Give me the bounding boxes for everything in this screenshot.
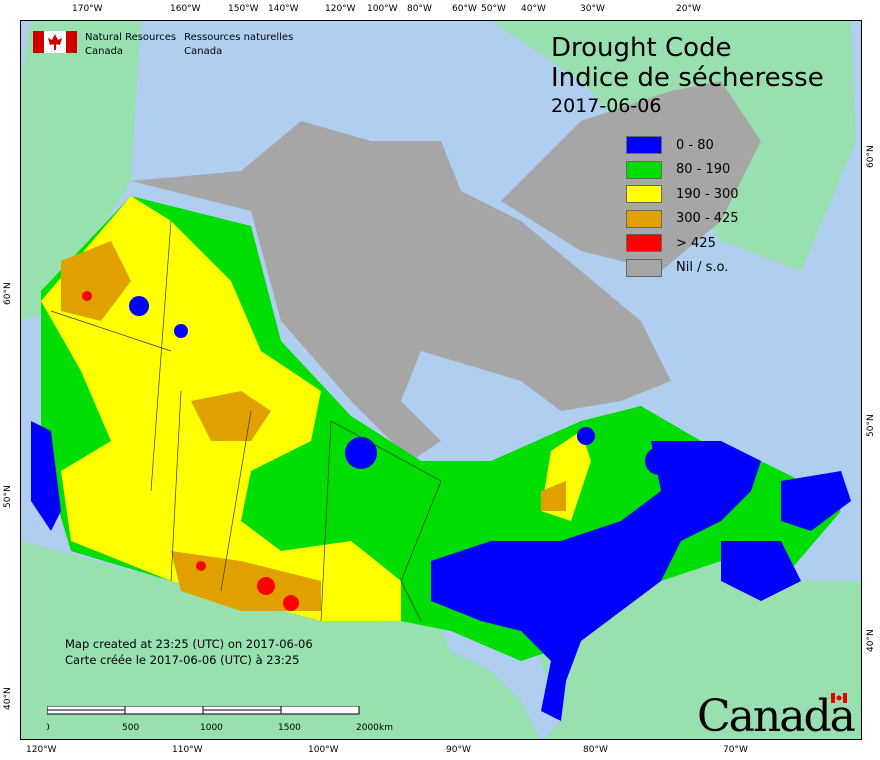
bottom-axis-label: 100°W xyxy=(308,745,339,755)
blue-maritimes xyxy=(781,471,851,531)
canada-wordmark: Canada xyxy=(697,691,856,740)
legend-item: 0 - 80 xyxy=(626,133,739,158)
legend-swatch xyxy=(626,185,662,204)
orange-1 xyxy=(61,241,131,321)
blue-2 xyxy=(174,324,188,338)
bottom-axis-label: 70°W xyxy=(723,745,748,755)
left-axis-label: 40°N xyxy=(3,687,13,710)
created-fr: Carte créée le 2017-06-06 (UTC) à 23:25 xyxy=(65,653,300,667)
scale-label: 1000 xyxy=(200,723,223,733)
top-axis-label: 120°W xyxy=(325,4,356,14)
bottom-axis-label: 120°W xyxy=(26,745,57,755)
wordmark-text: Canada xyxy=(697,691,856,740)
blue-east xyxy=(431,441,761,721)
provincial-borders xyxy=(50,220,442,622)
usa xyxy=(21,541,861,739)
legend-label: > 425 xyxy=(676,235,716,251)
agency-fr-1: Ressources naturelles xyxy=(184,32,294,43)
map-frame: Natural Resources Canada Ressources natur… xyxy=(20,20,862,740)
right-axis-label: 40°N xyxy=(866,629,876,652)
red-1 xyxy=(82,291,92,301)
orange-2 xyxy=(191,391,271,441)
top-axis-label: 40°W xyxy=(521,4,546,14)
legend-label: 300 - 425 xyxy=(676,211,739,227)
title-date: 2017-06-06 xyxy=(551,95,662,117)
bottom-axis-label: 90°W xyxy=(446,745,471,755)
top-axis-label: 160°W xyxy=(170,4,201,14)
top-axis-label: 60°W xyxy=(452,4,477,14)
legend-swatch xyxy=(626,234,662,253)
blue-5 xyxy=(577,427,595,445)
legend-swatch xyxy=(626,209,662,228)
top-axis-label: 20°W xyxy=(676,4,701,14)
red-2 xyxy=(257,577,275,595)
bottom-axis-label: 110°W xyxy=(172,745,203,755)
legend-swatch xyxy=(626,258,662,277)
orange-3 xyxy=(171,551,321,611)
drought-code-map xyxy=(21,21,861,739)
scale-label: 1500 xyxy=(278,723,301,733)
legend-item: 300 - 425 xyxy=(626,207,739,232)
wordmark-flag-icon xyxy=(831,693,847,703)
top-axis-label: 30°W xyxy=(580,4,605,14)
scale-unit: km xyxy=(379,723,393,733)
right-axis-label: 50°N xyxy=(866,414,876,437)
blue-nb xyxy=(721,541,801,601)
legend: 0 - 80 80 - 190 190 - 300 300 - 425 > 425 Nil… xyxy=(626,133,739,280)
red-3 xyxy=(283,595,299,611)
right-axis-label: 60°N xyxy=(866,145,876,168)
blue-bc-coast xyxy=(31,421,61,531)
agency-en-2: Canada xyxy=(85,46,124,57)
top-axis-label: 50°W xyxy=(481,4,506,14)
title-fr: Indice de sécheresse xyxy=(551,63,824,93)
left-axis-label: 50°N xyxy=(3,485,13,508)
orange-4 xyxy=(541,481,566,511)
legend-item: 190 - 300 xyxy=(626,182,739,207)
title-en: Drought Code xyxy=(551,33,732,63)
top-axis-label: 170°W xyxy=(72,4,103,14)
agency-fr-2: Canada xyxy=(184,46,223,57)
canada-flag-icon xyxy=(33,31,77,53)
agency-en-1: Natural Resources xyxy=(85,32,177,43)
top-axis-label: 140°W xyxy=(268,4,299,14)
legend-label: Nil / s.o. xyxy=(676,260,729,276)
legend-swatch xyxy=(626,136,662,155)
legend-label: 190 - 300 xyxy=(676,186,739,202)
creation-note: Map created at 23:25 (UTC) on 2017-06-06… xyxy=(65,636,313,668)
blue-3 xyxy=(345,437,377,469)
bottom-axis-label: 80°W xyxy=(583,745,608,755)
scale-label: 0 xyxy=(47,723,50,733)
top-axis-label: 100°W xyxy=(367,4,398,14)
legend-item: Nil / s.o. xyxy=(626,256,739,281)
arctic-nil xyxy=(131,121,671,461)
blue-1 xyxy=(129,296,149,316)
alaska xyxy=(21,21,141,321)
legend-item: > 425 xyxy=(626,231,739,256)
scale-label: 2000 xyxy=(356,723,379,733)
legend-swatch xyxy=(626,160,662,179)
nrcan-signature: Natural Resources Canada Ressources natur… xyxy=(33,31,293,59)
left-axis-label: 60°N xyxy=(3,282,13,305)
blue-4 xyxy=(645,447,673,475)
top-axis-label: 150°W xyxy=(228,4,259,14)
red-4 xyxy=(196,561,206,571)
map-title: Drought Code Indice de sécheresse 2017-0… xyxy=(551,33,824,119)
top-axis-label: 80°W xyxy=(407,4,432,14)
scale-label: 500 xyxy=(122,723,139,733)
legend-label: 0 - 80 xyxy=(676,137,714,153)
created-en: Map created at 23:25 (UTC) on 2017-06-06 xyxy=(65,637,313,651)
legend-item: 80 - 190 xyxy=(626,158,739,183)
legend-label: 80 - 190 xyxy=(676,162,731,178)
